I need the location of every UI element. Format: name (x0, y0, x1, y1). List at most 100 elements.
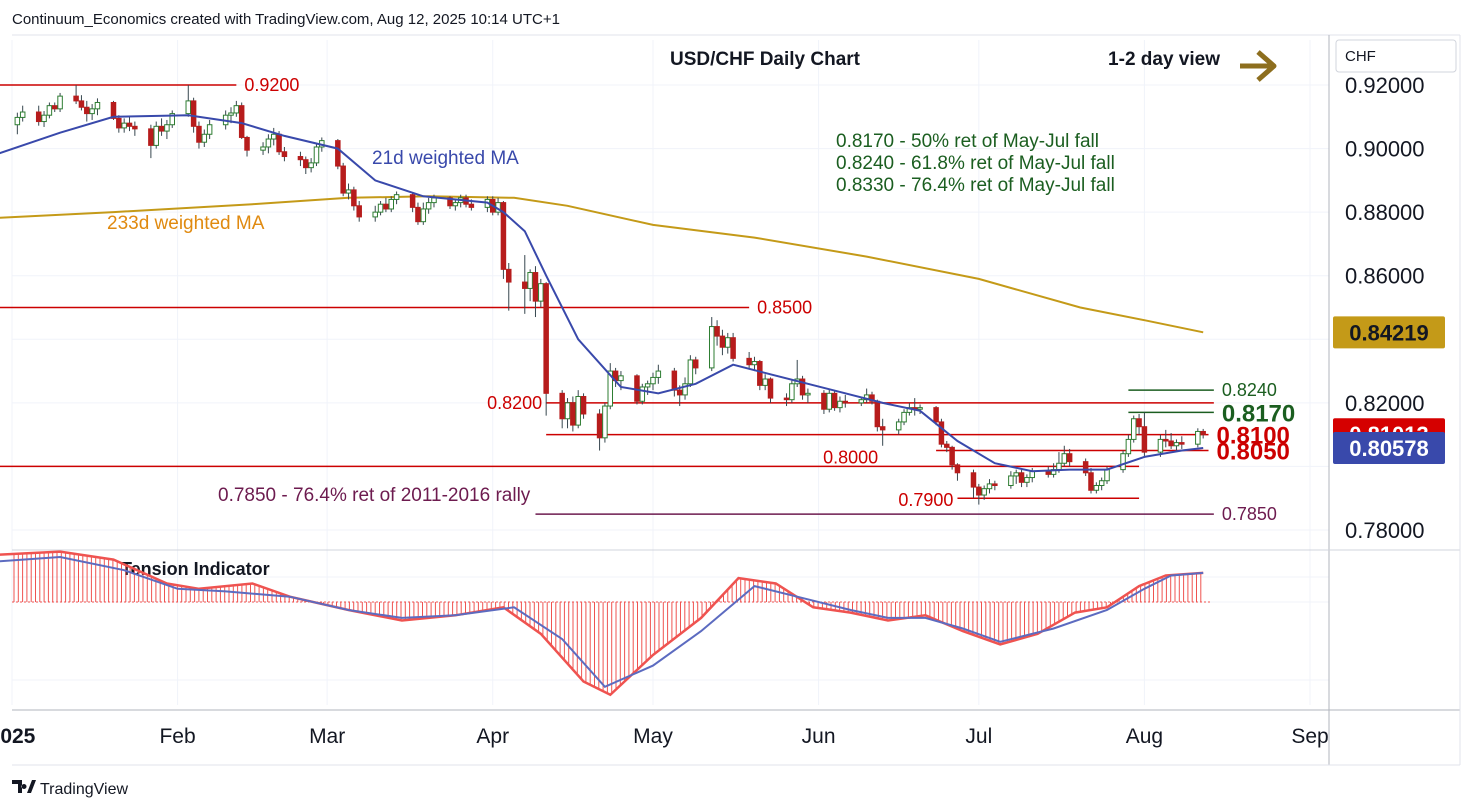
fib-note: 0.8240 - 61.8% ret of May-Jul fall (836, 153, 1115, 174)
candle (153, 121, 159, 149)
candle-body (185, 100, 192, 115)
candle-body (78, 100, 85, 108)
candle (169, 110, 175, 128)
candle (1130, 415, 1137, 443)
ti-slow-line (0, 555, 1204, 689)
candle (725, 332, 731, 354)
y-tick-label: 0.92000 (1345, 73, 1425, 98)
level-label: 0.8240 (1222, 380, 1277, 400)
candle-body (895, 421, 902, 431)
price-badge-bg (1333, 316, 1445, 349)
candle-body (1013, 472, 1019, 477)
candle-body (1098, 480, 1105, 487)
candle-body (762, 378, 768, 386)
candle (644, 380, 651, 395)
candle (1120, 450, 1126, 473)
candle-body (570, 402, 576, 426)
candle (687, 355, 694, 387)
candle (879, 418, 886, 446)
candle-body (1130, 418, 1137, 440)
candle (874, 399, 881, 432)
x-tick-label: 2025 (0, 725, 36, 748)
candle (89, 104, 95, 120)
candle (789, 380, 795, 403)
candle (805, 388, 811, 403)
candle-body (35, 111, 42, 123)
candle-body (725, 337, 731, 348)
y-tick-label: 0.90000 (1345, 137, 1425, 162)
candle-body (1200, 430, 1206, 435)
candle-body (527, 272, 533, 289)
y-tick-label: 0.78000 (1345, 518, 1425, 543)
candle (564, 398, 571, 429)
candle (954, 463, 961, 481)
candle-body (821, 392, 827, 410)
candle (335, 139, 341, 170)
level-label: 0.8200 (487, 393, 542, 413)
candle-body (671, 370, 678, 391)
candle-body (228, 112, 234, 116)
ma21-label: 21d weighted MA (372, 148, 519, 169)
candle-body (1136, 418, 1142, 428)
candle (393, 191, 400, 205)
candle-body (692, 359, 699, 369)
candle-body (506, 268, 512, 283)
candle-body (377, 203, 384, 213)
candle (233, 100, 240, 117)
chart-title: USD/CHF Daily Chart (670, 49, 861, 70)
candle-body (388, 198, 395, 210)
candle-body (564, 402, 571, 420)
x-tick-label: Feb (159, 725, 195, 748)
candle (639, 383, 646, 405)
fib-note: 0.8330 - 76.4% ret of May-Jul fall (836, 175, 1115, 196)
candle (164, 119, 170, 140)
arrow-head (1256, 50, 1277, 82)
candle (356, 201, 362, 222)
candle (692, 356, 699, 375)
candle (895, 418, 902, 435)
candle (201, 129, 208, 147)
candle (260, 142, 266, 155)
candle (1195, 428, 1201, 448)
candle (126, 116, 133, 132)
candle (1125, 434, 1132, 457)
candle-body (1125, 438, 1132, 455)
candle-body (313, 146, 320, 164)
candle-body (986, 483, 993, 490)
candle-body (917, 407, 923, 410)
candle (116, 115, 122, 133)
candle (1141, 412, 1148, 457)
attribution-text: Continuum_Economics created with Trading… (12, 11, 560, 28)
candle-body (1008, 475, 1014, 487)
x-tick-label: Jul (965, 725, 992, 748)
candle (388, 196, 395, 213)
candle (570, 396, 576, 432)
candle (506, 263, 512, 311)
price-badge-bg (1333, 432, 1445, 465)
candle-body (372, 211, 378, 218)
candle (714, 320, 720, 346)
candle-body (420, 208, 427, 223)
level-label: 0.8500 (757, 298, 812, 318)
candle-body (1163, 438, 1169, 442)
candle-body (206, 124, 213, 135)
candle (51, 102, 58, 113)
candle-body (831, 392, 838, 409)
candle-body (393, 194, 400, 200)
candle-body (335, 140, 341, 167)
candle (949, 445, 955, 470)
candle-body (992, 483, 998, 486)
candle (527, 269, 533, 302)
candle-body (73, 95, 79, 102)
tradingview-wordmark: TradingView (40, 781, 128, 798)
candle-body (281, 151, 288, 158)
price-badge: 0.80578 (1333, 432, 1445, 465)
candle-body (826, 392, 833, 410)
view-label: 1-2 day view (1108, 49, 1220, 70)
candle (84, 100, 90, 122)
candle (78, 95, 85, 111)
candle-body (719, 335, 726, 348)
ma21-line (0, 114, 1204, 473)
candle-body (976, 486, 982, 496)
